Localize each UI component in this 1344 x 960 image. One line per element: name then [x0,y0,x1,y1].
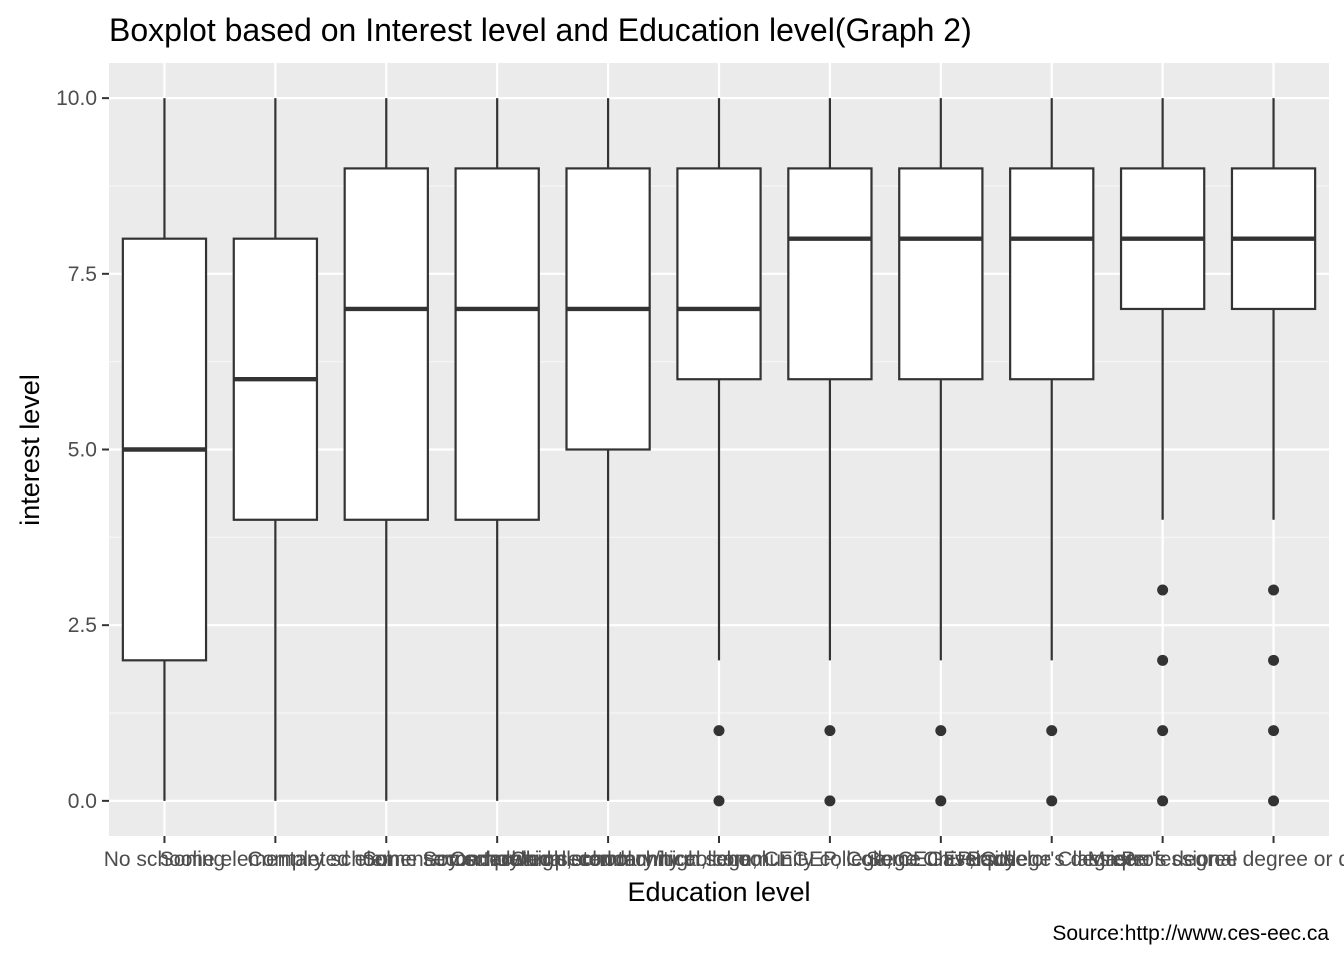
outlier-point [1268,654,1280,666]
x-tick-label: No schooling [104,848,225,871]
box-3 [343,98,429,801]
x-tick-label: Some elementary school [160,848,391,871]
outlier-point [1268,584,1280,596]
outlier-point [1046,725,1058,737]
outlier-point [935,725,947,737]
box-iqr [454,167,540,521]
box-6 [676,98,762,807]
outlier-point [1268,725,1280,737]
box-iqr [343,167,429,521]
y-axis: 0.0 2.5 5.0 7.5 10.0 [56,87,109,813]
box-iqr [787,167,873,381]
outlier-point [1157,584,1169,596]
box-11 [1230,98,1317,807]
outlier-point [1046,795,1058,807]
x-axis-title: Education level [627,877,810,907]
y-tick-label: 2.5 [68,614,97,637]
box-4 [454,98,540,801]
x-tick-label: Bachelor's degree [967,848,1136,871]
box-7 [787,98,873,807]
y-tick-label: 7.5 [68,263,97,286]
outlier-point [935,795,947,807]
box-5 [565,98,651,801]
outlier-point [1157,725,1169,737]
box-iqr [676,167,762,381]
box-1 [121,98,208,801]
y-tick-label: 10.0 [56,87,97,110]
outlier-point [1157,654,1169,666]
outlier-point [824,795,836,807]
box-10 [1119,98,1206,807]
outlier-point [713,795,725,807]
outlier-point [1268,795,1280,807]
x-tick-label: Some university [866,848,1016,871]
chart-title: Boxplot based on Interest level and Educ… [109,12,972,48]
outlier-point [1157,795,1169,807]
box-2 [232,98,319,801]
box-9 [1009,98,1095,807]
outlier-point [824,725,836,737]
source-caption: Source:http://www.ces-eec.ca [1052,922,1329,945]
y-tick-label: 5.0 [68,439,97,462]
x-tick-label: Professional degree or doctorate [1121,848,1344,871]
x-tick-label: Some technical, community college, CEGEP… [423,848,1016,871]
box-8 [898,98,984,807]
outlier-point [713,725,725,737]
boxes-layer [121,98,1317,807]
x-tick-label: Completed secondary/high school [450,848,766,871]
x-tick-label: Master's degree [1088,848,1238,871]
x-tick-label: Some secondary/high school [362,848,632,871]
x-tick-label: Completed technical, community college, … [510,848,1149,871]
box-iqr [898,167,984,381]
y-axis-title: interest level [15,374,45,526]
box-iqr [1009,167,1095,381]
y-tick-label: 0.0 [68,790,97,813]
x-tick-label: Completed elementary school [247,848,525,871]
